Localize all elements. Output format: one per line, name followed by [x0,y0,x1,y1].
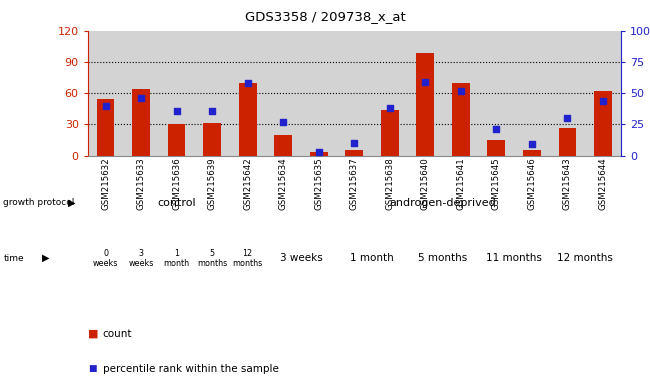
Text: control: control [157,197,196,208]
Text: 11 months: 11 months [486,253,542,263]
Point [598,98,608,104]
Bar [168,124,185,156]
Text: 12
months: 12 months [233,248,263,268]
Text: 0
weeks: 0 weeks [93,248,118,268]
Bar [594,91,612,156]
Text: ▶: ▶ [68,197,76,208]
Point [207,108,217,114]
Point [242,80,253,86]
Bar [488,140,505,156]
Bar [417,53,434,156]
Text: count: count [103,329,132,339]
Point [100,103,110,109]
Point [313,149,324,155]
Text: 1
month: 1 month [164,248,190,268]
Point [172,108,182,114]
Text: 3
weeks: 3 weeks [128,248,154,268]
Point [136,95,146,101]
Bar [132,89,150,156]
Point [526,141,537,147]
Bar [345,150,363,156]
Point [491,126,502,132]
Point [278,119,289,125]
Bar [452,83,470,156]
Bar [381,110,398,156]
Text: androgen-deprived: androgen-deprived [390,197,497,208]
Text: 5
months: 5 months [197,248,227,268]
Text: 5 months: 5 months [419,253,468,263]
Point [562,115,573,121]
Text: ▶: ▶ [42,253,50,263]
Point [385,105,395,111]
Text: GDS3358 / 209738_x_at: GDS3358 / 209738_x_at [244,10,406,23]
Text: 3 weeks: 3 weeks [280,253,322,263]
Text: 12 months: 12 months [557,253,613,263]
Point [456,88,466,94]
Bar [558,129,577,156]
Text: growth protocol: growth protocol [3,198,75,207]
Text: ■: ■ [88,364,96,373]
Text: time: time [3,254,24,263]
Bar [310,152,328,156]
Point [349,140,359,146]
Bar [239,83,257,156]
Bar [274,135,292,156]
Bar [523,150,541,156]
Bar [97,99,114,156]
Text: percentile rank within the sample: percentile rank within the sample [103,364,279,374]
Bar [203,123,221,156]
Text: 1 month: 1 month [350,253,394,263]
Text: ■: ■ [88,329,98,339]
Point [420,79,430,85]
